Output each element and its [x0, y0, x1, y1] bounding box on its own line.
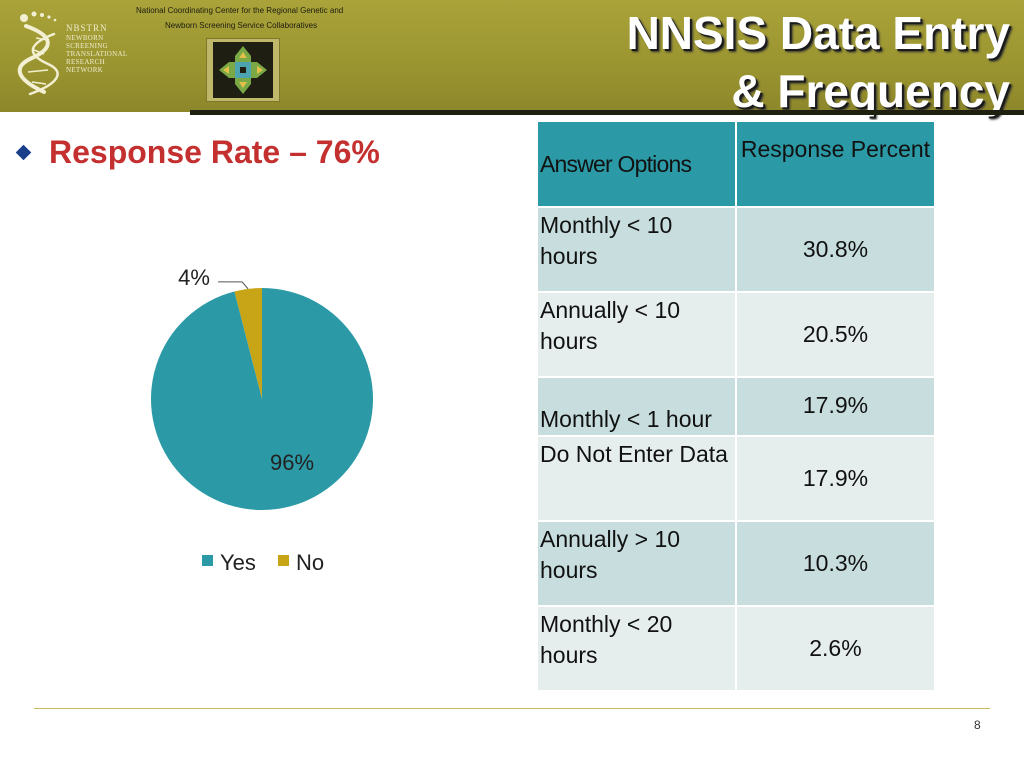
table-row: Annually > 10 hours 10.3%: [536, 520, 937, 607]
response-pie-chart: 4% 96% Yes No: [151, 265, 373, 575]
answer-option-cell: Annually > 10 hours: [536, 520, 737, 607]
pie-slice-no: [234, 288, 262, 399]
logo-line: Research: [66, 58, 105, 66]
ncc-emblem: [206, 38, 280, 102]
footer-divider: [34, 708, 990, 709]
response-rate-text: Response Rate – 76%: [49, 134, 380, 170]
answer-option-cell: Monthly < 20 hours: [536, 605, 737, 692]
table-row: Do Not Enter Data 17.9%: [536, 435, 937, 522]
table-row: Monthly < 1 hour 17.9%: [536, 376, 937, 437]
logo-line: Network: [66, 66, 104, 74]
logo-name: NBSTRN: [66, 23, 108, 33]
legend-label-yes: Yes: [220, 550, 256, 575]
header-answer-options: Answer Options: [536, 120, 737, 208]
response-percent-cell: 30.8%: [734, 206, 937, 293]
header-banner: NBSTRN Newborn Screening Translational R…: [0, 0, 1024, 117]
table-row: Monthly < 10 hours 30.8%: [536, 206, 937, 293]
answer-option-cell: Monthly < 1 hour: [536, 376, 737, 437]
data-label-no: 4%: [178, 265, 210, 290]
no-label-leader-line: [218, 281, 249, 290]
diamond-bullet-icon: [15, 144, 32, 161]
data-label-yes: 96%: [270, 450, 314, 475]
response-percent-cell: 2.6%: [734, 605, 937, 692]
nbstrn-logo: [14, 8, 144, 98]
logo-line: Screening: [66, 42, 108, 50]
dna-helix-icon: [17, 11, 59, 96]
answer-option-cell: Annually < 10 hours: [536, 291, 737, 378]
response-percent-cell: 20.5%: [734, 291, 937, 378]
frequency-table: Answer Options Response Percent Monthly …: [536, 120, 937, 692]
response-percent-cell: 10.3%: [734, 520, 937, 607]
page-number: 8: [974, 718, 981, 732]
header-divider: [190, 110, 1024, 115]
logo-line: Newborn: [66, 34, 104, 42]
logo-line: Translational: [66, 50, 128, 58]
answer-option-cell: Do Not Enter Data: [536, 435, 737, 522]
ncc-emblem-icon: [213, 42, 273, 98]
legend-swatch-yes: [202, 555, 213, 566]
slide-title: NNSIS Data Entry & Frequency: [490, 4, 1010, 120]
table-row: Monthly < 20 hours 2.6%: [536, 605, 937, 692]
response-percent-cell: 17.9%: [734, 376, 937, 437]
slide-title-line-1: NNSIS Data Entry: [626, 7, 1010, 59]
slide-title-line-2: & Frequency: [731, 65, 1010, 117]
answer-option-cell: Monthly < 10 hours: [536, 206, 737, 293]
header-response-percent: Response Percent: [734, 120, 937, 208]
nbstrn-logo-text: NBSTRN Newborn Screening Translational R…: [66, 23, 146, 75]
table-row: Annually < 10 hours 20.5%: [536, 291, 937, 378]
org-line-1: National Coordinating Center for the Reg…: [136, 6, 344, 15]
legend-swatch-no: [278, 555, 289, 566]
org-line-2: Newborn Screening Service Collaboratives: [165, 21, 318, 30]
response-percent-cell: 17.9%: [734, 435, 937, 522]
legend-label-no: No: [296, 550, 324, 575]
pie-slice-yes: [151, 288, 373, 510]
response-rate-bullet: Response Rate – 76%: [14, 134, 380, 171]
